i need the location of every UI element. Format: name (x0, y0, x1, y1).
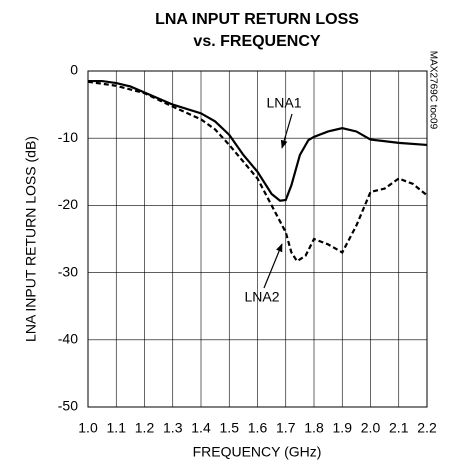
y-tick-label: -30 (58, 263, 78, 279)
series-line (87, 80, 428, 263)
x-tick-label: 1.7 (276, 420, 296, 436)
series-label: LNA1 (266, 95, 301, 111)
chart-title: vs. FREQUENCY (193, 33, 320, 50)
x-tick-label: 1.2 (135, 420, 155, 436)
side-note: MAX2769C toc09 (427, 51, 438, 130)
x-tick-label: 2.2 (417, 420, 437, 436)
plot-frame (87, 70, 428, 408)
x-tick-label: 1.0 (78, 420, 98, 436)
y-tick-label: -10 (58, 129, 78, 145)
x-tick-label: 1.1 (107, 420, 127, 436)
x-axis-label: FREQUENCY (GHz) (193, 444, 322, 460)
x-tick-label: 1.6 (248, 420, 268, 436)
series-label: LNA2 (244, 289, 279, 305)
x-tick-label: 1.5 (220, 420, 240, 436)
y-tick-label: -50 (58, 398, 78, 414)
chart-title: LNA INPUT RETURN LOSS (155, 11, 359, 28)
y-tick-label: -40 (58, 331, 78, 347)
y-tick-label: -20 (58, 196, 78, 212)
x-tick-label: 1.3 (163, 420, 183, 436)
x-tick-label: 2.1 (389, 420, 409, 436)
y-axis-label: LNA INPUT RETURN LOSS (dB) (23, 136, 39, 342)
x-tick-label: 2.0 (361, 420, 381, 436)
annotation-arrow (263, 243, 283, 289)
x-tick-label: 1.9 (333, 420, 353, 436)
x-tick-label: 1.8 (304, 420, 324, 436)
annotation-arrow (280, 113, 293, 149)
series-line (88, 79, 428, 202)
x-tick-label: 1.4 (191, 420, 211, 436)
y-tick-label: 0 (70, 62, 78, 78)
